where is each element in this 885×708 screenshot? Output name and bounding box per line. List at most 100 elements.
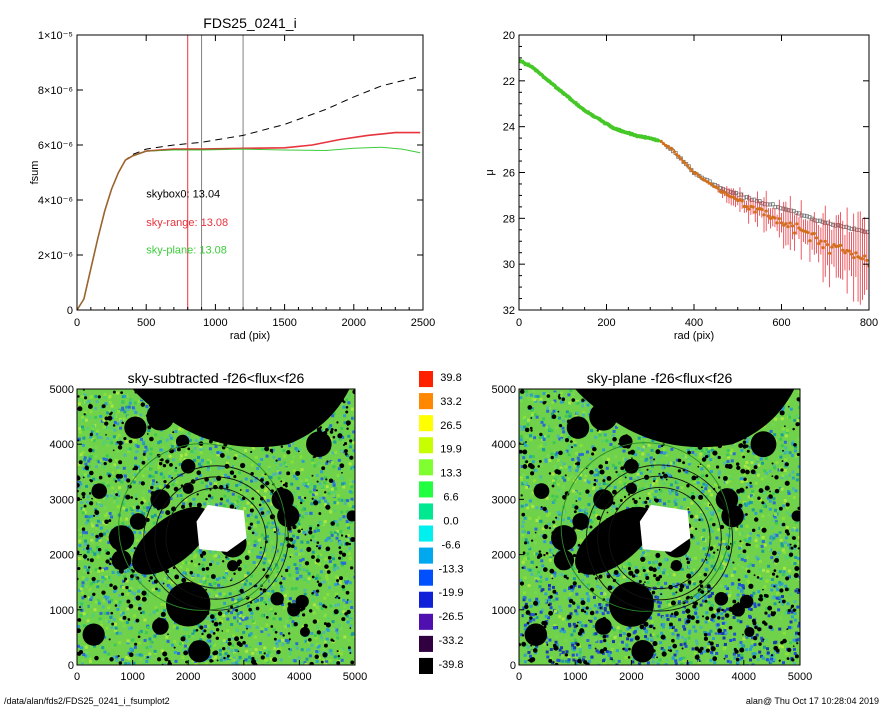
mask-speck xyxy=(156,657,162,662)
y-tick-label: 8×10⁻⁶ xyxy=(38,85,73,97)
image-pixel xyxy=(331,557,335,561)
profile-point-skybox xyxy=(820,219,825,224)
profile-point xyxy=(709,182,714,186)
image-pixel xyxy=(325,627,329,631)
image-pixel xyxy=(559,466,563,470)
image-pixel xyxy=(299,548,303,552)
image-pixel xyxy=(339,530,343,534)
image-pixel xyxy=(232,587,236,591)
image-pixel xyxy=(336,582,340,586)
mask-speck xyxy=(165,484,170,489)
mask-speck xyxy=(205,566,210,571)
image-pixel xyxy=(80,526,84,530)
mask-speck xyxy=(77,628,81,634)
image-pixel xyxy=(261,473,265,477)
image-pixel xyxy=(92,644,96,648)
image-pixel xyxy=(178,488,182,492)
image-pixel xyxy=(693,651,697,655)
image-pixels xyxy=(519,389,800,665)
image-pixel xyxy=(139,437,143,441)
profile-point xyxy=(825,243,830,247)
mask-speck xyxy=(345,410,349,414)
mask-speck xyxy=(213,621,219,627)
profile-point xyxy=(670,147,674,151)
mask-speck xyxy=(308,609,313,613)
image-pixel xyxy=(201,629,205,633)
image-pixel xyxy=(154,470,158,474)
image-pixel xyxy=(756,534,760,538)
y-tick-label: 4000 xyxy=(50,439,74,451)
image-pixel xyxy=(707,556,711,560)
image-pixel xyxy=(263,489,267,493)
image-pixel xyxy=(250,611,254,615)
image-pixel xyxy=(301,459,305,463)
mask-speck xyxy=(141,596,147,602)
mask-circle xyxy=(108,525,135,551)
image-pixel xyxy=(275,642,279,646)
image-pixel xyxy=(250,525,254,529)
image-pixel xyxy=(343,561,347,565)
image-pixel xyxy=(334,592,338,596)
image-pixel xyxy=(82,569,86,573)
image-pixel xyxy=(338,542,342,546)
image-pixel xyxy=(110,562,114,566)
image-pixel xyxy=(232,658,236,662)
image-pixel xyxy=(141,610,145,614)
image-pixel xyxy=(537,570,541,574)
mask-speck xyxy=(130,496,133,499)
image-pixel xyxy=(298,567,302,571)
image-pixel xyxy=(307,647,311,651)
image-pixel xyxy=(654,595,658,599)
image-pixel xyxy=(277,647,281,651)
x-axis-label: rad (pix) xyxy=(674,330,714,342)
image-pixel xyxy=(254,479,258,483)
image-pixel xyxy=(140,653,144,657)
image-pixel xyxy=(546,454,550,458)
image-pixel xyxy=(335,532,339,536)
image-pixel xyxy=(236,505,240,509)
mask-speck xyxy=(328,478,334,483)
mask-speck xyxy=(325,478,328,481)
mask-speck xyxy=(311,575,315,579)
mask-speck xyxy=(330,427,334,431)
image-pixel xyxy=(597,482,601,486)
image-pixel xyxy=(256,467,260,471)
image-pixel xyxy=(746,539,750,543)
image-pixel xyxy=(316,643,320,647)
image-pixel xyxy=(187,645,191,649)
image-pixel xyxy=(139,588,143,592)
image-pixel xyxy=(776,588,780,592)
image-pixel xyxy=(116,500,120,504)
mask-speck xyxy=(135,618,140,623)
image-pixel xyxy=(322,580,326,584)
mask-speck xyxy=(205,498,208,501)
image-pixel xyxy=(297,656,301,660)
image-pixel xyxy=(350,497,354,501)
image-pixel xyxy=(350,485,354,489)
image-pixel xyxy=(745,440,749,444)
mask-speck xyxy=(285,484,288,488)
image-pixel xyxy=(335,628,339,632)
image-pixel xyxy=(88,570,92,574)
image-pixel xyxy=(267,613,271,617)
image-pixel xyxy=(127,612,131,616)
image-pixel xyxy=(320,636,324,640)
image-pixel xyxy=(206,639,210,643)
image-pixel xyxy=(138,591,142,595)
image-pixel xyxy=(225,447,229,451)
image-pixel xyxy=(256,520,260,524)
image-pixel xyxy=(310,631,314,635)
image-pixel xyxy=(197,624,201,628)
x-tick-label: 1000 xyxy=(203,317,227,329)
image-pixel xyxy=(111,471,115,475)
image-pixel xyxy=(524,435,528,439)
image-pixel xyxy=(687,553,691,557)
image-pixel xyxy=(226,617,230,621)
image-pixel xyxy=(696,541,700,545)
mask-speck xyxy=(88,492,92,495)
image-pixel xyxy=(322,630,326,634)
image-pixel xyxy=(102,567,106,571)
image-pixel xyxy=(224,572,228,576)
image-pixel xyxy=(137,465,141,469)
image-pixel xyxy=(314,537,318,541)
